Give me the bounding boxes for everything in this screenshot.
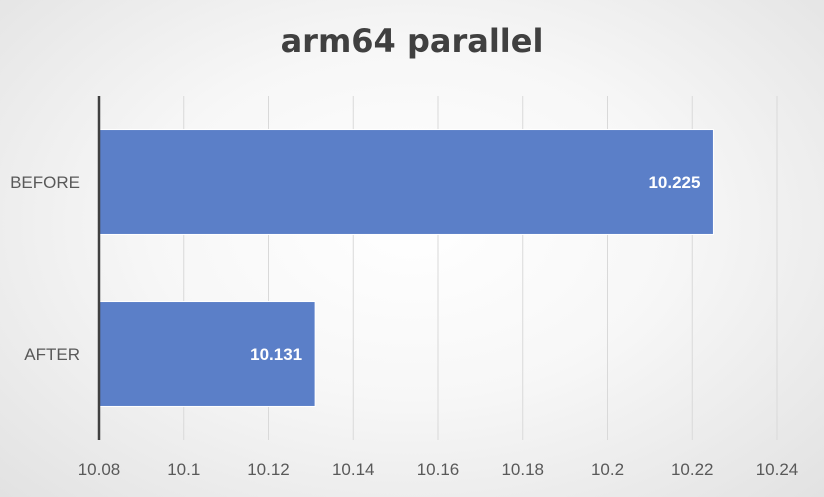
x-tick-label: 10.24 [756,460,799,479]
x-tick-label: 10.2 [591,460,624,479]
bar [98,301,316,407]
x-tick-label: 10.14 [332,460,375,479]
data-label: 10.131 [250,345,302,364]
y-category-label: BEFORE [10,173,80,192]
bar [98,129,714,235]
data-label: 10.225 [648,173,700,192]
x-tick-label: 10.08 [78,460,121,479]
y-category-label: AFTER [24,345,80,364]
x-tick-label: 10.1 [167,460,200,479]
x-tick-label: 10.12 [247,460,290,479]
x-tick-label: 10.18 [501,460,544,479]
x-tick-label: 10.16 [417,460,460,479]
chart-title: arm64 parallel [280,22,544,60]
x-tick-label: 10.22 [671,460,714,479]
